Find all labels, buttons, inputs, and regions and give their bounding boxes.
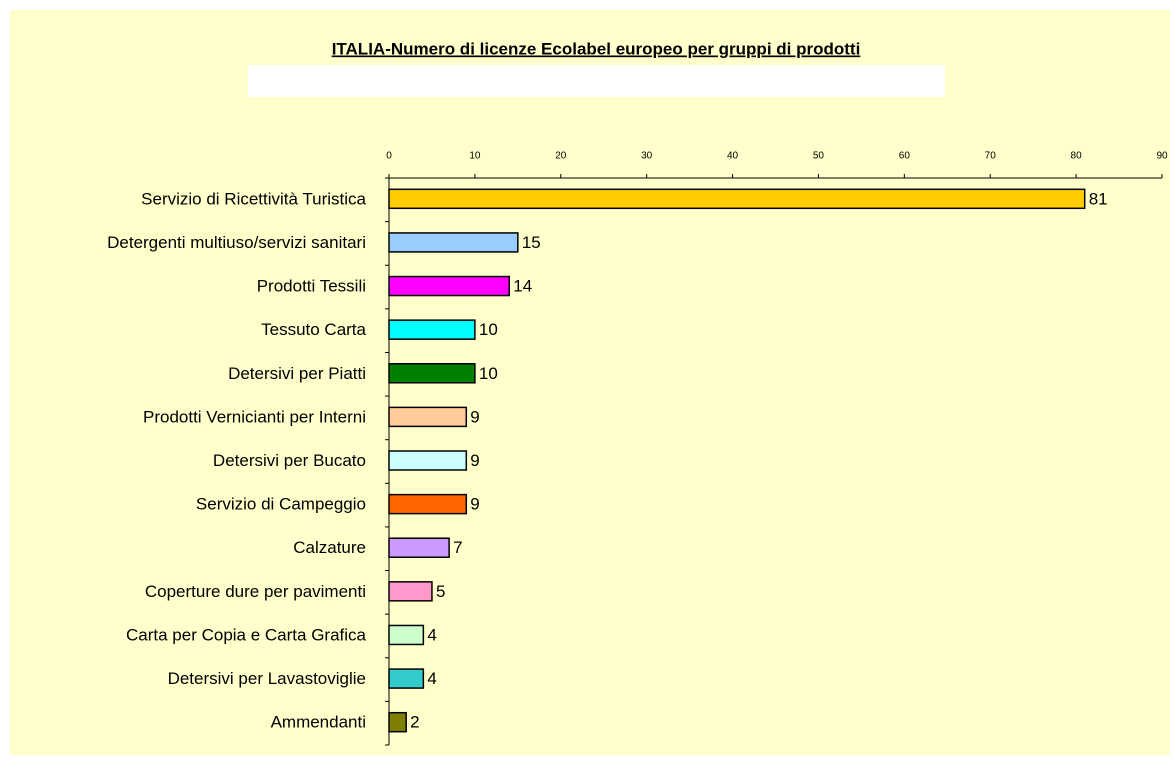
x-tick-label: 30 — [641, 151, 653, 162]
data-label: 2 — [410, 713, 419, 732]
data-label: 7 — [453, 538, 462, 557]
x-tick-label: 40 — [727, 151, 739, 162]
data-label: 15 — [522, 233, 541, 252]
bar — [388, 537, 450, 558]
data-label: 4 — [427, 669, 436, 688]
y-tick-label: Prodotti Vernicianti per Interni — [143, 407, 366, 426]
y-tick-label: Detersivi per Piatti — [228, 364, 366, 383]
bar — [388, 319, 476, 340]
data-label: 5 — [436, 582, 445, 601]
data-label: 9 — [470, 407, 479, 426]
x-tick-label: 50 — [813, 151, 825, 162]
data-label: 10 — [479, 320, 498, 339]
data-label: 9 — [470, 495, 479, 514]
y-tick-label: Detersivi per Lavastoviglie — [168, 669, 366, 688]
bar — [388, 275, 510, 297]
data-label: 14 — [513, 277, 532, 296]
bar — [388, 363, 476, 384]
y-tick-label: Calzature — [293, 538, 366, 557]
x-tick-label: 10 — [469, 151, 481, 162]
data-label: 81 — [1089, 189, 1108, 208]
bar — [388, 624, 425, 646]
y-tick-label: Servizio di Campeggio — [196, 495, 366, 514]
chart-title: ITALIA-Numero di licenze Ecolabel europe… — [332, 39, 861, 58]
y-tick-label: Carta per Copia e Carta Grafica — [126, 625, 367, 644]
y-tick-label: Tessuto Carta — [261, 320, 366, 339]
y-tick-label: Servizio di Ricettività Turistica — [141, 189, 366, 208]
bar — [388, 711, 407, 733]
y-tick-label: Detersivi per Bucato — [213, 451, 366, 470]
data-label: 9 — [470, 451, 479, 470]
chart-background — [10, 10, 1170, 755]
bar — [388, 581, 433, 602]
title-box — [248, 65, 945, 97]
data-label: 10 — [479, 364, 498, 383]
x-tick-label: 80 — [1071, 151, 1083, 162]
x-tick-label: 60 — [899, 151, 911, 162]
x-tick-label: 20 — [555, 151, 567, 162]
x-tick-label: 70 — [985, 151, 997, 162]
x-tick-label: 90 — [1156, 151, 1168, 162]
data-label: 4 — [427, 625, 436, 644]
y-tick-label: Coperture dure per pavimenti — [145, 582, 366, 601]
y-tick-label: Detergenti multiuso/servizi sanitari — [107, 233, 366, 252]
bar — [388, 450, 468, 471]
bar — [388, 232, 519, 253]
bar — [388, 668, 425, 689]
bar — [388, 188, 1086, 210]
y-tick-label: Prodotti Tessili — [257, 277, 366, 296]
bar — [388, 493, 468, 515]
x-tick-label: 0 — [386, 151, 392, 162]
y-tick-label: Ammendanti — [271, 713, 366, 732]
bar — [388, 406, 468, 428]
